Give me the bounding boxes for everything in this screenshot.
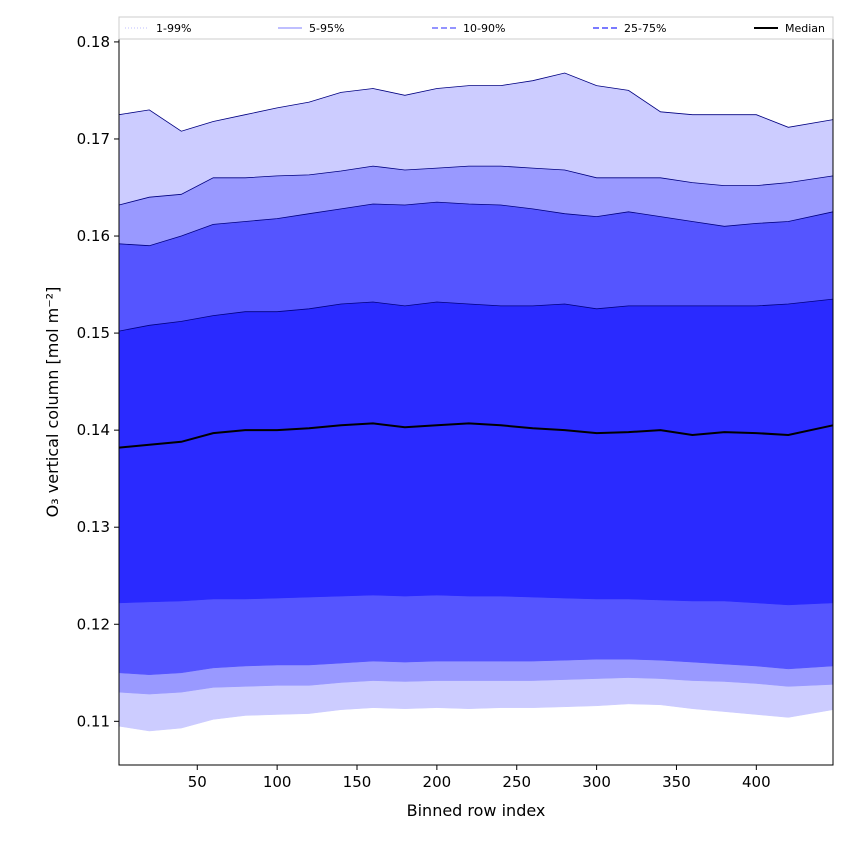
median-line [118, 422, 834, 449]
x-tick-label: 350 [662, 773, 691, 791]
legend-label-4: Median [785, 22, 825, 35]
y-axis-label: O₃ vertical column [mol m⁻²] [43, 287, 62, 518]
y-tick-label: 0.14 [77, 421, 110, 439]
legend-box [118, 16, 834, 40]
legend-label-2: 10-90% [463, 22, 505, 35]
x-axis: 50 100 150 200 250 300 350 400 [188, 765, 771, 791]
legend: 1-99% 5-95% 10-90% 25-75% Median [118, 16, 834, 40]
x-axis-label: Binned row index [407, 801, 546, 820]
x-tick-label: 150 [343, 773, 372, 791]
legend-label-3: 25-75% [624, 22, 666, 35]
x-tick-label: 400 [742, 773, 771, 791]
x-tick-label: 100 [263, 773, 292, 791]
x-tick-label: 200 [423, 773, 452, 791]
y-tick-label: 0.11 [77, 712, 110, 730]
band-0-lower-line [118, 703, 834, 732]
y-tick-label: 0.13 [77, 518, 110, 536]
band-3-upper-line [118, 298, 834, 332]
legend-label-1: 5-95% [309, 22, 344, 35]
band-2-upper-line [118, 201, 834, 247]
legend-label-0: 1-99% [156, 22, 191, 35]
x-tick-label: 250 [502, 773, 531, 791]
series-lines [118, 72, 834, 732]
y-tick-label: 0.15 [77, 324, 110, 342]
y-tick-label: 0.17 [77, 130, 110, 148]
series-bands [119, 73, 833, 731]
band-1-upper-line [118, 165, 834, 206]
band-2-lower-line [118, 658, 834, 675]
y-axis: 0.11 0.12 0.13 0.14 0.15 0.16 0.17 0.18 [77, 33, 119, 730]
y-tick-label: 0.16 [77, 227, 110, 245]
band-1-lower-line [118, 677, 834, 695]
band-3 [119, 299, 833, 605]
band-3-lower-line [118, 594, 834, 606]
x-tick-label: 50 [188, 773, 207, 791]
band-0-upper-line [118, 72, 834, 132]
y-tick-label: 0.18 [77, 33, 110, 51]
y-tick-label: 0.12 [77, 615, 110, 633]
x-tick-label: 300 [582, 773, 611, 791]
